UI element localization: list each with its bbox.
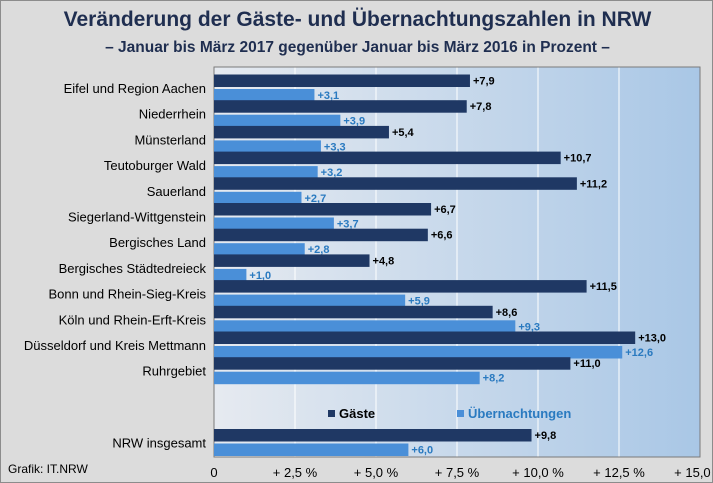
data-label-gaeste: +11,5 <box>590 281 617 293</box>
bar-uebernachtungen <box>214 371 480 385</box>
bar-gaeste <box>214 74 470 87</box>
category-label: NRW insgesamt <box>112 436 206 451</box>
bar-gaeste <box>214 100 467 113</box>
bar-gaeste <box>214 151 561 165</box>
bar-uebernachtungen <box>214 191 302 205</box>
bar-uebernachtungen <box>214 346 623 359</box>
legend-label-uebernachtungen: Übernachtungen <box>468 406 571 421</box>
data-label-uebernachtungen: +9,3 <box>518 321 540 333</box>
x-tick-label: + 10,0 % <box>512 465 564 480</box>
category-label: Teutoburger Wald <box>104 158 206 173</box>
data-label-gaeste: +11,0 <box>573 358 600 370</box>
data-label-uebernachtungen: +2,8 <box>308 244 330 256</box>
bar-gaeste <box>214 228 428 242</box>
bar-uebernachtungen <box>214 217 334 230</box>
x-tick-labels: 0 + 2,5 % + 5,0 % + 7,5 % + 10,0 % + 12,5 % + … <box>210 465 712 480</box>
category-label: Eifel und Region Aachen <box>64 81 206 96</box>
data-label-uebernachtungen: +1,0 <box>249 270 271 282</box>
data-label-gaeste: +9,8 <box>535 430 557 442</box>
bar-gaeste <box>214 429 532 442</box>
data-label-gaeste: +10,7 <box>564 153 592 165</box>
category-label: Ruhrgebiet <box>142 364 206 379</box>
data-label-uebernachtungen: +6,0 <box>411 445 433 457</box>
category-label: Sauerland <box>147 184 206 199</box>
legend-swatch-uebernachtungen <box>457 410 464 417</box>
category-label: Bergisches Land <box>109 235 206 250</box>
bar-uebernachtungen <box>214 243 305 256</box>
bar-gaeste <box>214 357 571 370</box>
bar-uebernachtungen <box>214 268 247 282</box>
data-label-uebernachtungen: +12,6 <box>625 347 653 359</box>
data-label-gaeste: +4,8 <box>373 255 395 267</box>
category-label: Köln und Rhein-Erft-Kreis <box>59 312 207 327</box>
bar-uebernachtungen <box>214 320 516 333</box>
bar-gaeste <box>214 280 587 293</box>
bar-gaeste <box>214 254 370 267</box>
data-label-uebernachtungen: +3,9 <box>343 116 365 128</box>
category-label: Niederrhein <box>139 107 206 122</box>
category-label: Bergisches Städtedreieck <box>59 261 207 276</box>
x-tick-label: + 12,5 % <box>593 465 645 480</box>
data-label-uebernachtungen: +3,1 <box>317 90 339 102</box>
data-label-gaeste: +5,4 <box>392 127 415 139</box>
data-label-uebernachtungen: +3,3 <box>324 141 346 153</box>
data-label-gaeste: +7,9 <box>473 76 495 88</box>
bars: +7,9 +3,1 +7,8 +3,9 +5,4 +3,3 +10,7 +3,2 +11,2 +2… <box>214 74 666 457</box>
x-tick-label: + 15,0 % <box>674 465 712 480</box>
chart-title: Veränderung der Gäste- und Übernachtungs… <box>63 8 652 31</box>
legend-swatch-gaeste <box>328 410 335 417</box>
source-note: Grafik: IT.NRW <box>8 462 88 476</box>
data-label-uebernachtungen: +2,7 <box>304 193 326 205</box>
bar-gaeste <box>214 331 636 344</box>
data-label-gaeste: +6,7 <box>434 204 456 216</box>
data-label-uebernachtungen: +3,7 <box>337 219 359 231</box>
category-label: Düsseldorf und Kreis Mettmann <box>24 338 206 353</box>
bar-gaeste <box>214 125 389 139</box>
chart-subtitle: – Januar bis März 2017 gegenüber Januar … <box>105 39 610 56</box>
bar-gaeste <box>214 177 577 190</box>
category-label: Münsterland <box>134 132 206 147</box>
x-tick-label: + 7,5 % <box>435 465 480 480</box>
bar-uebernachtungen <box>214 89 315 102</box>
data-label-gaeste: +6,6 <box>431 230 453 242</box>
data-label-uebernachtungen: +8,2 <box>483 373 505 385</box>
data-label-gaeste: +8,6 <box>496 307 518 319</box>
data-label-uebernachtungen: +3,2 <box>321 167 343 179</box>
bar-gaeste <box>214 203 432 216</box>
bar-gaeste <box>214 305 493 319</box>
category-label: Siegerland-Wittgenstein <box>68 210 206 225</box>
data-label-gaeste: +7,8 <box>470 101 492 113</box>
x-tick-label: + 2,5 % <box>273 465 318 480</box>
x-tick-label: + 5,0 % <box>354 465 399 480</box>
bar-uebernachtungen <box>214 140 321 153</box>
data-label-uebernachtungen: +5,9 <box>408 296 430 308</box>
bar-uebernachtungen <box>214 294 406 308</box>
x-tick-label: 0 <box>210 465 217 480</box>
category-label: Bonn und Rhein-Sieg-Kreis <box>48 287 206 302</box>
category-labels: Eifel und Region Aachen Niederrhein Münste… <box>24 81 207 451</box>
data-label-gaeste: +11,2 <box>580 178 607 190</box>
data-label-gaeste: +13,0 <box>638 333 666 345</box>
bar-uebernachtungen <box>214 114 341 128</box>
bar-uebernachtungen <box>214 443 409 456</box>
bar-uebernachtungen <box>214 166 318 179</box>
legend-label-gaeste: Gäste <box>339 406 375 421</box>
legend: Gäste Übernachtungen <box>328 406 571 421</box>
